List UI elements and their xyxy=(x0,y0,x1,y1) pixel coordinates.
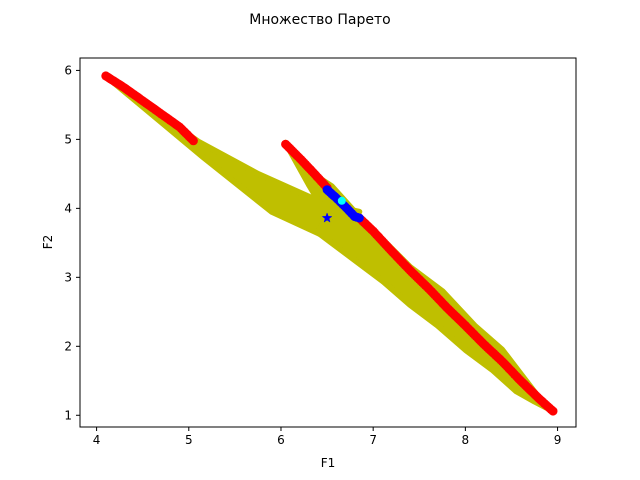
y-tick-label-3: 4 xyxy=(64,201,72,215)
chart-title: Множество Парето xyxy=(249,12,390,28)
feasible-region-0 xyxy=(102,72,363,243)
y-tick-label-4: 5 xyxy=(64,132,72,146)
series-2 xyxy=(337,196,346,205)
series-0-point-49 xyxy=(188,136,198,146)
x-tick-label-4: 8 xyxy=(462,433,470,447)
series-2-point-0 xyxy=(337,196,346,205)
y-tick-label-2: 3 xyxy=(64,270,72,284)
x-tick-label-0: 4 xyxy=(93,433,101,447)
x-axis-label: F1 xyxy=(321,456,336,470)
y-tick-label-1: 2 xyxy=(64,339,72,353)
x-tick-label-2: 6 xyxy=(277,433,285,447)
series-3 xyxy=(321,212,333,223)
plot-area xyxy=(101,71,558,416)
x-axis: 4 5 6 7 8 9 xyxy=(93,427,562,447)
x-tick-label-5: 9 xyxy=(554,433,562,447)
y-axis-label: F2 xyxy=(41,235,55,250)
x-tick-label-1: 5 xyxy=(185,433,193,447)
y-tick-label-5: 6 xyxy=(64,63,72,77)
y-tick-label-0: 1 xyxy=(64,408,72,422)
series-3-point-0 xyxy=(321,212,333,223)
series-0-point-202 xyxy=(548,406,558,416)
axes-frame xyxy=(79,57,577,428)
series-1 xyxy=(322,185,364,223)
series-1-point-20 xyxy=(354,213,364,223)
x-tick-label-3: 7 xyxy=(369,433,377,447)
y-axis: 1 2 3 4 5 6 xyxy=(64,63,80,422)
